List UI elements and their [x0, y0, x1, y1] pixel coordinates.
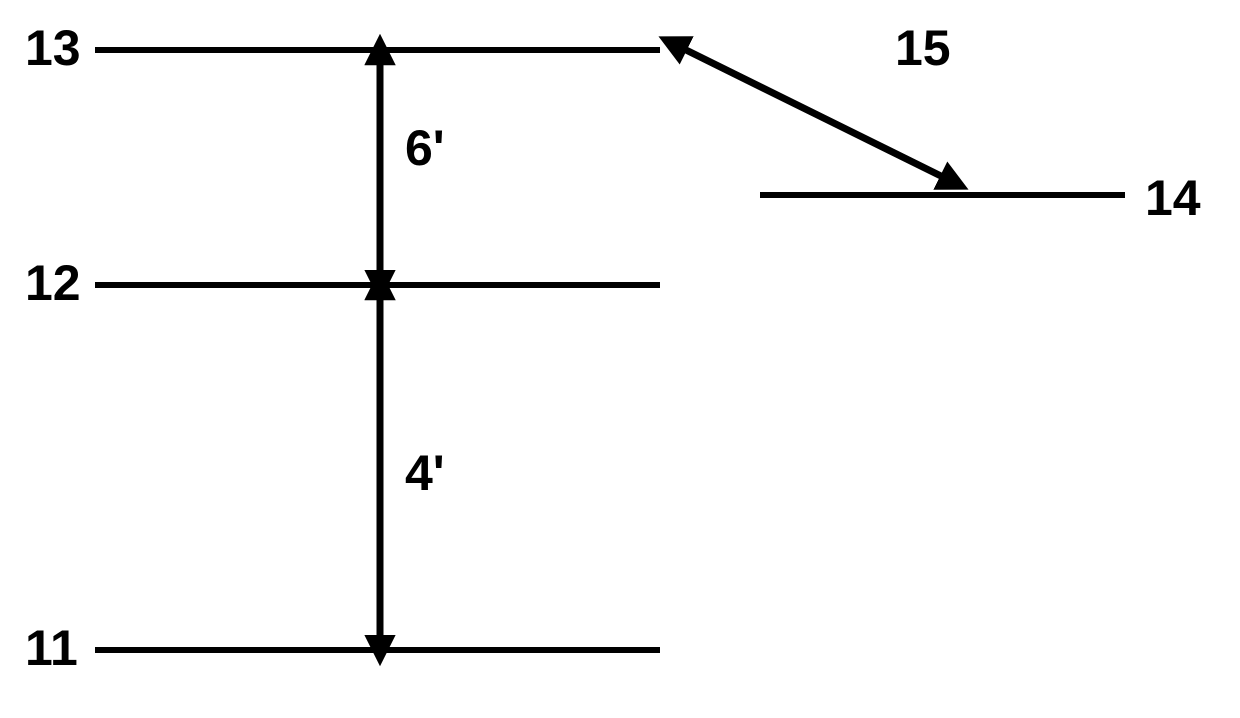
level-label-12: 12 — [25, 255, 81, 311]
level-label-11: 11 — [25, 620, 78, 676]
transition-label-4prime: 4' — [405, 445, 445, 501]
energy-level-diagram: 11 12 13 14 4' 6' 15 — [0, 0, 1240, 718]
transition-label-6prime: 6' — [405, 120, 445, 176]
level-label-13: 13 — [25, 20, 81, 76]
diagonal-arrow-label-15: 15 — [895, 20, 951, 76]
level-label-14: 14 — [1145, 170, 1201, 226]
